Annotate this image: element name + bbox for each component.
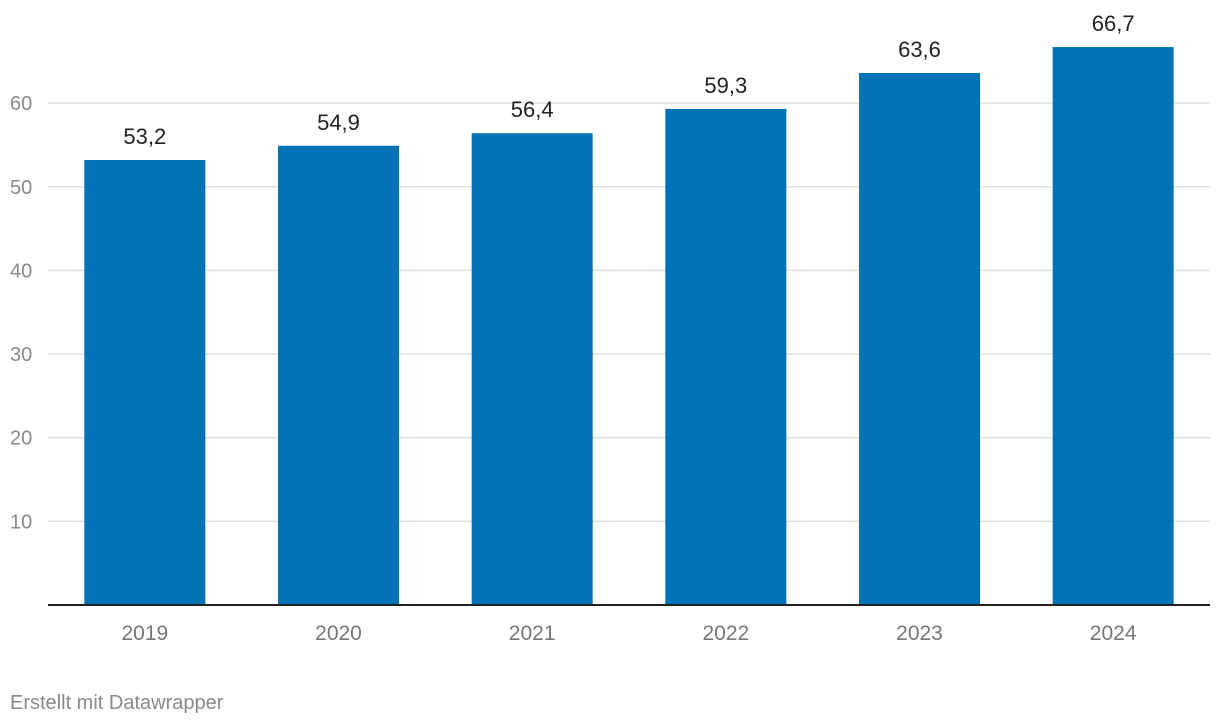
credit-text: Erstellt mit Datawrapper [10,692,224,714]
y-tick-label: 40 [10,260,32,282]
y-tick-label: 60 [10,93,32,115]
y-tick-label: 10 [10,511,32,533]
bar [278,145,399,605]
value-label: 66,7 [1092,11,1135,36]
bar-chart: 10 20 30 40 50 60 53,2 54,9 56,4 59,3 63,6 66,7 20… [10,11,1210,645]
x-tick-label: 2019 [121,622,168,645]
gridlines [48,102,1210,523]
chart-svg: 10 20 30 40 50 60 53,2 54,9 56,4 59,3 63,6 66,7 20… [10,11,1210,645]
value-label: 59,3 [704,73,747,98]
x-tick-label: 2022 [702,622,749,645]
x-tick-label: 2024 [1090,622,1137,645]
y-tick-label: 50 [10,177,32,199]
value-label: 54,9 [317,110,360,135]
x-tick-label: 2021 [509,622,556,645]
y-tick-label: 20 [10,428,32,450]
bar [84,159,206,605]
x-tick-label: 2020 [315,622,362,645]
bars [84,47,1174,606]
x-tick-label: 2023 [896,622,943,645]
value-labels: 53,2 54,9 56,4 59,3 63,6 66,7 [123,11,1134,149]
x-axis-ticks: 2019 2020 2021 2022 2023 2024 [121,622,1136,645]
y-tick-label: 30 [10,344,32,366]
value-label: 63,6 [898,37,941,62]
y-axis-ticks: 10 20 30 40 50 60 [10,93,32,533]
bar [471,133,593,606]
value-label: 53,2 [123,124,166,149]
bar [859,72,980,605]
bar [665,108,787,605]
value-label: 56,4 [511,97,554,122]
bar [1052,47,1174,605]
